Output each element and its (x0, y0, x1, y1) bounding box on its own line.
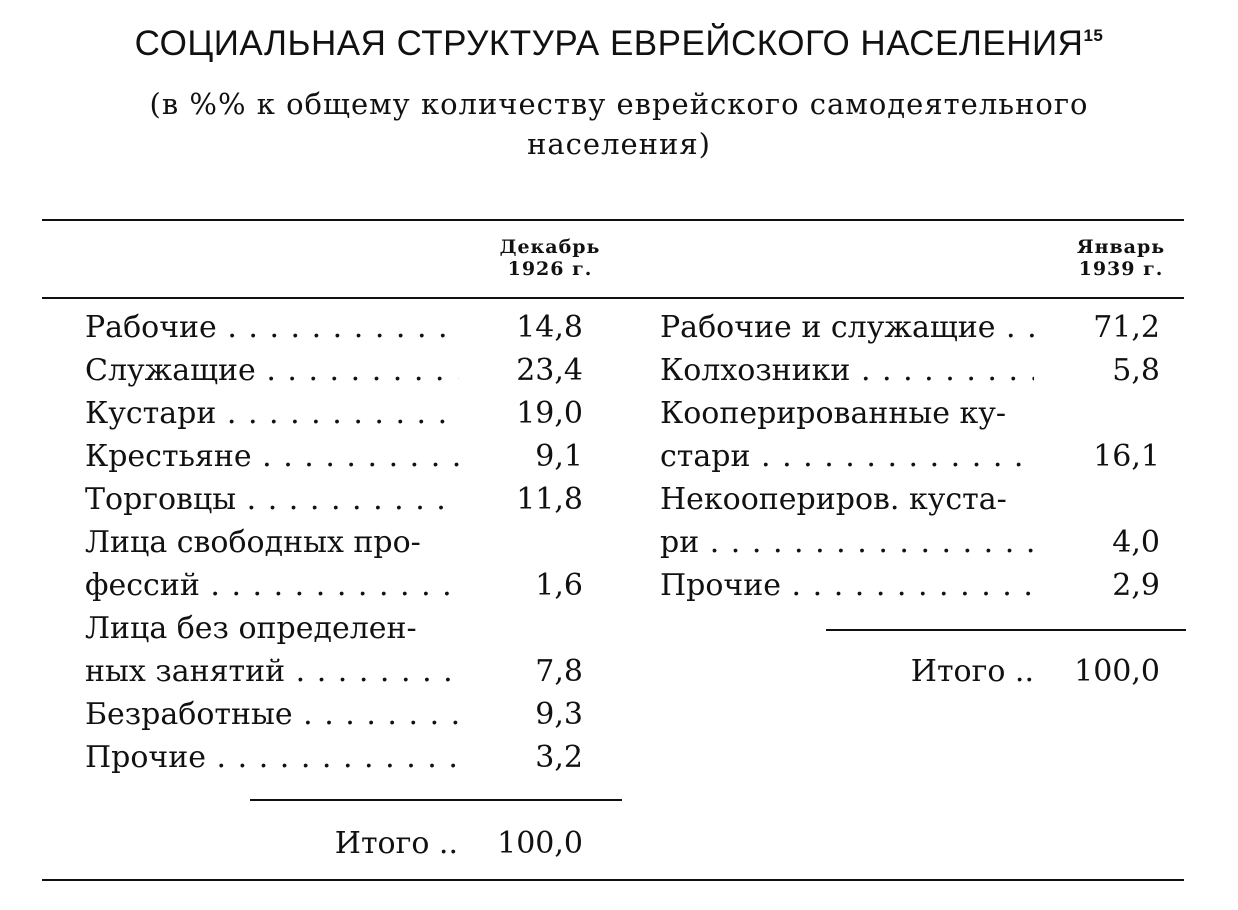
total-value: 100,0 (497, 826, 583, 861)
row-value: 4,0 (1112, 525, 1160, 560)
footnote-mark: 15 (1083, 26, 1104, 45)
table-row: стари 16,1 (660, 435, 1160, 478)
table-row: Прочие 3,2 (85, 736, 583, 779)
row-label: Лица без определен- (85, 611, 417, 646)
row-label: Некоопериров. куста- (660, 482, 1007, 517)
row-label: Кустари (85, 392, 459, 435)
row-label: Колхозники (660, 349, 1034, 392)
row-label: Служащие (85, 349, 459, 392)
table-subtitle: (в %% к общему количеству еврейского сам… (60, 84, 1178, 164)
table-row: ных занятий 7,8 (85, 650, 583, 693)
row-label: Прочие (85, 736, 459, 779)
row-value: 23,4 (516, 353, 583, 388)
row-label: Крестьяне (85, 435, 459, 478)
row-value: 14,8 (516, 310, 583, 345)
top-rule (42, 219, 1184, 221)
total-label: Итого .. (910, 654, 1034, 689)
total-label: Итого .. (334, 826, 458, 861)
row-value: 19,0 (516, 396, 583, 431)
header-rule (42, 297, 1184, 299)
table-row: Рабочие и служащие 71,2 (660, 306, 1160, 349)
left-total-rule (250, 799, 622, 801)
row-label: Кооперированные ку- (660, 396, 1007, 431)
table-row: Кустари 19,0 (85, 392, 583, 435)
row-value: 9,3 (535, 697, 583, 732)
row-label: фессий (85, 564, 459, 607)
column-header-1939: Январь 1939 г. (1060, 236, 1182, 280)
table-row: Крестьяне 9,1 (85, 435, 583, 478)
header-month: Январь (1076, 236, 1166, 258)
row-label: Прочие (660, 564, 1034, 607)
title-text: СОЦИАЛЬНАЯ СТРУКТУРА ЕВРЕЙСКОГО НАСЕЛЕНИ… (134, 24, 1084, 63)
table-row: Лица свободных про- (85, 521, 583, 564)
header-year: 1926 г. (507, 258, 593, 280)
table-row: Безработные 9,3 (85, 693, 583, 736)
subtitle-line: населения) (527, 127, 711, 161)
row-value: 3,2 (535, 740, 583, 775)
row-label: Рабочие и служащие (660, 306, 1034, 349)
table-row: Некоопериров. куста- (660, 478, 1160, 521)
table-row: Торговцы 11,8 (85, 478, 583, 521)
row-value: 2,9 (1112, 568, 1160, 603)
right-total-row: Итого .. 100,0 (0, 650, 1238, 693)
table-row: Служащие 23,4 (85, 349, 583, 392)
row-label: Рабочие (85, 306, 459, 349)
table-row: Кооперированные ку- (660, 392, 1160, 435)
header-year: 1939 г. (1078, 258, 1164, 280)
table-row: Лица без определен- (85, 607, 583, 650)
table-row: ри 4,0 (660, 521, 1160, 564)
row-label: стари (660, 435, 1034, 478)
row-label: Торговцы (85, 478, 459, 521)
row-label: ных занятий (85, 650, 459, 693)
table-row: Колхозники 5,8 (660, 349, 1160, 392)
right-total-rule (826, 629, 1186, 631)
row-value: 9,1 (535, 439, 583, 474)
row-label: Безработные (85, 693, 459, 736)
table-row: Прочие 2,9 (660, 564, 1160, 607)
row-value: 1,6 (535, 568, 583, 603)
left-total-row: Итого .. 100,0 (0, 822, 1238, 865)
column-header-1926: Декабрь 1926 г. (480, 236, 620, 280)
row-value: 7,8 (535, 654, 583, 689)
subtitle-line: (в %% к общему количеству еврейского сам… (149, 87, 1089, 121)
table-row: фессий 1,6 (85, 564, 583, 607)
row-value: 16,1 (1093, 439, 1160, 474)
table-row: Рабочие 14,8 (85, 306, 583, 349)
row-label: ри (660, 521, 1034, 564)
row-value: 71,2 (1093, 310, 1160, 345)
total-value: 100,0 (1074, 654, 1160, 689)
table-title: СОЦИАЛЬНАЯ СТРУКТУРА ЕВРЕЙСКОГО НАСЕЛЕНИ… (0, 24, 1238, 64)
row-value: 11,8 (516, 482, 583, 517)
header-month: Декабрь (499, 236, 601, 258)
row-value: 5,8 (1112, 353, 1160, 388)
bottom-rule (42, 879, 1184, 881)
row-label: Лица свободных про- (85, 525, 421, 560)
